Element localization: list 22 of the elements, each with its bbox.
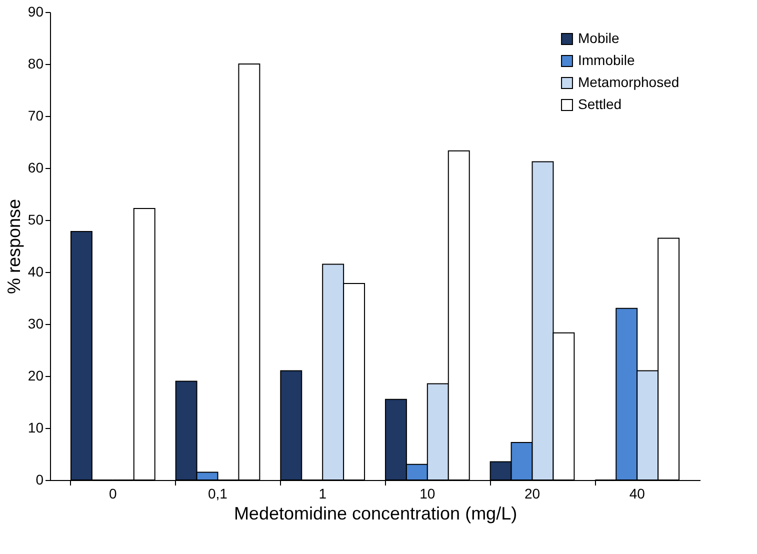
y-tick-label: 0 bbox=[36, 472, 44, 488]
legend-label: Mobile bbox=[578, 30, 620, 46]
y-tick-label: 20 bbox=[28, 368, 44, 384]
y-tick-label: 80 bbox=[28, 56, 44, 72]
y-tick-label: 90 bbox=[28, 4, 44, 20]
y-tick-label: 40 bbox=[28, 264, 44, 280]
legend-label: Settled bbox=[578, 96, 622, 112]
y-tick-label: 70 bbox=[28, 108, 44, 124]
x-tick-label: 10 bbox=[420, 486, 436, 502]
y-tick-label: 30 bbox=[28, 316, 44, 332]
x-tick-label: 40 bbox=[629, 486, 646, 502]
x-tick-label: 0,1 bbox=[208, 486, 228, 502]
y-tick-label: 60 bbox=[28, 160, 44, 176]
legend-label: Immobile bbox=[578, 52, 636, 68]
x-tick-label: 1 bbox=[318, 486, 327, 502]
x-tick-label: 20 bbox=[524, 486, 540, 502]
y-axis-title: % response bbox=[4, 198, 24, 294]
x-tick-label: 0 bbox=[109, 486, 118, 502]
legend-label: Metamorphosed bbox=[578, 74, 680, 90]
y-tick-label: 50 bbox=[28, 212, 44, 228]
y-tick-label: 10 bbox=[28, 420, 44, 436]
x-axis-title: Medetomidine concentration (mg/L) bbox=[234, 504, 518, 524]
